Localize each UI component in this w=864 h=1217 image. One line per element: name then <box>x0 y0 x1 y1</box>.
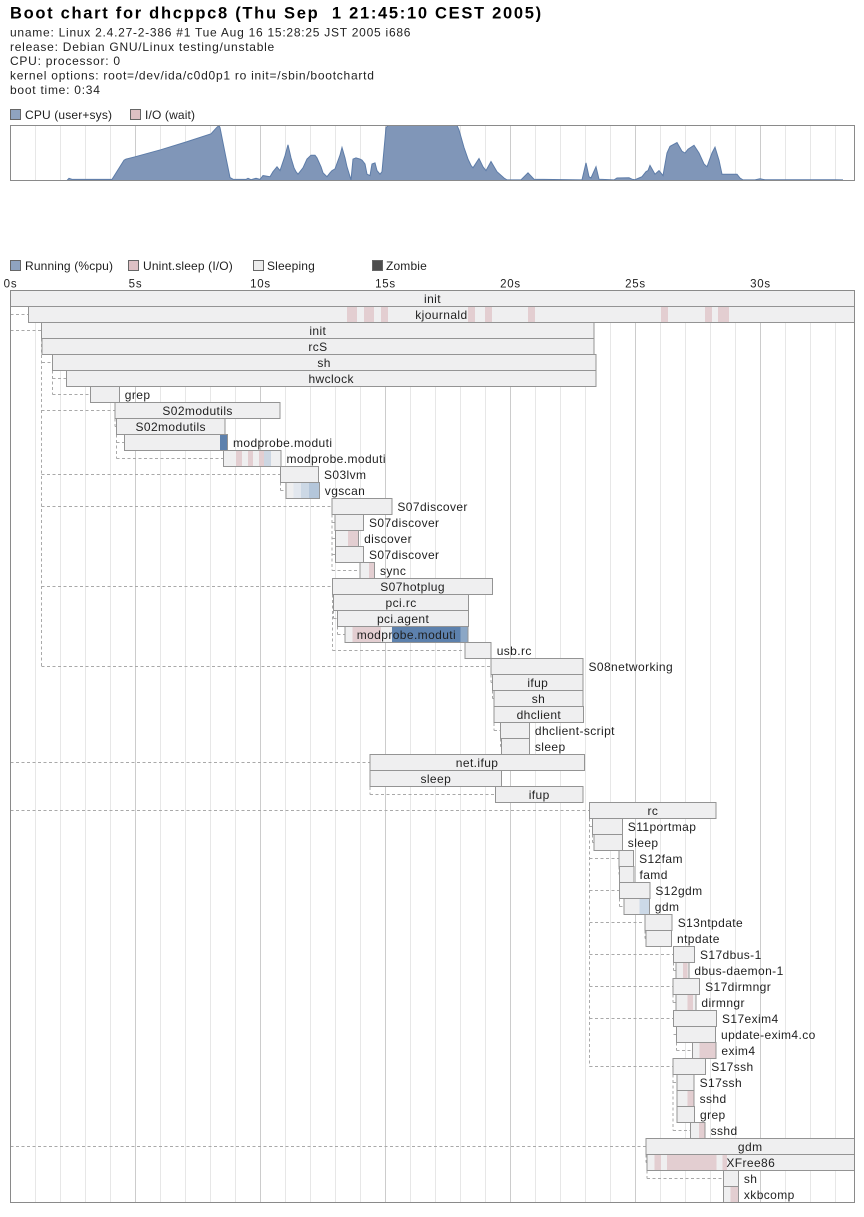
svg-text:hwclock: hwclock <box>308 372 354 386</box>
svg-text:discover: discover <box>364 532 412 546</box>
svg-text:XFree86: XFree86 <box>726 1156 775 1170</box>
svg-text:boot time: 0:34: boot time: 0:34 <box>10 83 101 97</box>
svg-text:dhclient-script: dhclient-script <box>535 724 615 738</box>
svg-text:S07discover: S07discover <box>397 500 467 514</box>
svg-text:sh: sh <box>532 692 545 706</box>
svg-text:0s: 0s <box>4 279 18 291</box>
svg-text:30s: 30s <box>750 279 771 291</box>
svg-text:S02modutils: S02modutils <box>135 420 205 434</box>
svg-text:rcS: rcS <box>308 340 327 354</box>
svg-text:net.ifup: net.ifup <box>456 756 499 770</box>
svg-text:S08networking: S08networking <box>589 660 674 674</box>
svg-text:Unint.sleep (I/O): Unint.sleep (I/O) <box>143 259 233 273</box>
svg-text:I/O (wait): I/O (wait) <box>145 108 195 122</box>
svg-text:ntpdate: ntpdate <box>677 932 720 946</box>
svg-text:25s: 25s <box>625 279 646 291</box>
svg-text:sh: sh <box>317 356 330 370</box>
svg-text:vgscan: vgscan <box>325 484 365 498</box>
svg-text:S17dirmngr: S17dirmngr <box>705 980 771 994</box>
svg-text:S07discover: S07discover <box>369 516 439 530</box>
svg-text:S17dbus-1: S17dbus-1 <box>700 948 762 962</box>
svg-text:S12fam: S12fam <box>639 852 683 866</box>
svg-text:init: init <box>424 292 441 306</box>
svg-text:20s: 20s <box>500 279 521 291</box>
svg-text:Sleeping: Sleeping <box>267 259 315 273</box>
svg-text:xkbcomp: xkbcomp <box>744 1188 795 1202</box>
svg-text:S11portmap: S11portmap <box>628 820 696 834</box>
svg-text:sync: sync <box>380 564 406 578</box>
svg-text:S07discover: S07discover <box>369 548 439 562</box>
svg-text:kjournald: kjournald <box>415 308 467 322</box>
svg-text:sshd: sshd <box>700 1092 727 1106</box>
svg-text:S13ntpdate: S13ntpdate <box>678 916 743 930</box>
svg-text:init: init <box>309 324 326 338</box>
svg-text:grep: grep <box>700 1108 726 1122</box>
svg-text:modprobe.moduti: modprobe.moduti <box>357 628 456 642</box>
svg-text:pci.agent: pci.agent <box>377 612 430 626</box>
svg-text:ifup: ifup <box>529 788 550 802</box>
svg-text:CPU (user+sys): CPU (user+sys) <box>25 108 112 122</box>
svg-text:Boot chart for dhcppc8 (Thu Se: Boot chart for dhcppc8 (Thu Sep 1 21:45:… <box>10 5 543 23</box>
svg-text:S17exim4: S17exim4 <box>722 1012 779 1026</box>
svg-text:modprobe.moduti: modprobe.moduti <box>287 452 386 466</box>
svg-text:5s: 5s <box>129 279 143 291</box>
svg-text:pci.rc: pci.rc <box>386 596 417 610</box>
svg-text:dirmngr: dirmngr <box>701 996 744 1010</box>
svg-text:S12gdm: S12gdm <box>655 884 702 898</box>
svg-text:Running (%cpu): Running (%cpu) <box>25 259 113 273</box>
svg-text:dhclient: dhclient <box>517 708 562 722</box>
svg-text:10s: 10s <box>250 279 271 291</box>
svg-text:Zombie: Zombie <box>386 259 427 273</box>
svg-text:famd: famd <box>640 868 668 882</box>
svg-text:usb.rc: usb.rc <box>497 644 532 658</box>
svg-text:S02modutils: S02modutils <box>162 404 232 418</box>
svg-text:sh: sh <box>744 1172 757 1186</box>
svg-text:ifup: ifup <box>527 676 548 690</box>
svg-text:sleep: sleep <box>628 836 659 850</box>
svg-text:uname: Linux 2.4.27-2-386 #1 T: uname: Linux 2.4.27-2-386 #1 Tue Aug 16 … <box>10 25 411 39</box>
svg-text:CPU: processor: 0: CPU: processor: 0 <box>10 54 121 68</box>
svg-text:update-exim4.co: update-exim4.co <box>721 1028 816 1042</box>
svg-text:rc: rc <box>648 804 659 818</box>
svg-text:dbus-daemon-1: dbus-daemon-1 <box>694 964 783 978</box>
svg-text:S17ssh: S17ssh <box>700 1076 742 1090</box>
svg-text:gdm: gdm <box>655 900 680 914</box>
svg-text:S17ssh: S17ssh <box>711 1060 753 1074</box>
svg-text:sleep: sleep <box>535 740 566 754</box>
svg-text:gdm: gdm <box>738 1140 763 1154</box>
svg-text:sshd: sshd <box>711 1124 738 1138</box>
svg-text:modprobe.moduti: modprobe.moduti <box>233 436 332 450</box>
svg-text:S07hotplug: S07hotplug <box>380 580 445 594</box>
svg-text:exim4: exim4 <box>721 1044 755 1058</box>
svg-text:grep: grep <box>125 388 151 402</box>
svg-text:S03lvm: S03lvm <box>324 468 366 482</box>
svg-text:15s: 15s <box>375 279 396 291</box>
svg-text:sleep: sleep <box>420 772 451 786</box>
svg-text:release: Debian GNU/Linux test: release: Debian GNU/Linux testing/unstab… <box>10 40 275 54</box>
svg-text:kernel options: root=/dev/ida/: kernel options: root=/dev/ida/c0d0p1 ro … <box>10 69 375 83</box>
